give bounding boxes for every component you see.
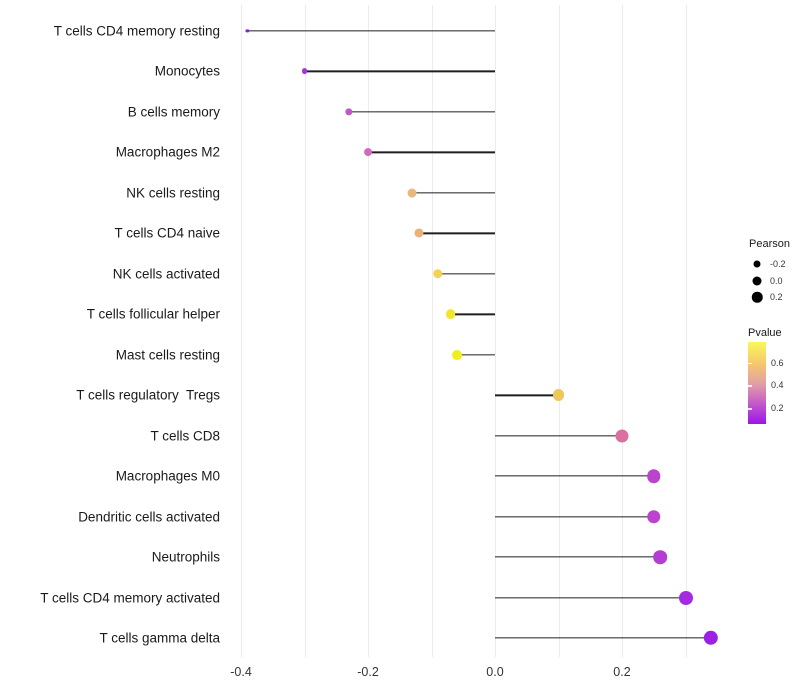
lollipop-stem	[495, 475, 654, 477]
lollipop-stem	[495, 394, 559, 396]
lollipop-dot	[646, 509, 661, 524]
color-legend-title: Pvalue	[748, 327, 782, 339]
lollipop-stem	[495, 556, 661, 558]
row-label: Dendritic cells activated	[78, 508, 220, 524]
row-label: T cells CD4 memory resting	[53, 23, 220, 39]
lollipop-dot	[653, 550, 667, 564]
lollipop-dot	[703, 630, 719, 646]
size-legend-dot	[751, 291, 763, 303]
lollipop-dot	[345, 108, 353, 116]
gridline	[241, 5, 242, 657]
lollipop-dot	[678, 590, 693, 605]
row-label: NK cells resting	[126, 185, 220, 201]
lollipop-stem	[456, 354, 495, 356]
row-label: T cells CD4 memory activated	[40, 589, 220, 605]
gridline	[368, 5, 369, 657]
size-legend-dot	[752, 276, 762, 286]
row-label: T cells follicular helper	[86, 306, 220, 322]
lollipop-stem	[495, 596, 686, 599]
pvalue-colorbar	[748, 342, 766, 424]
row-label: NK cells activated	[112, 266, 220, 282]
lollipop-stem	[368, 151, 495, 154]
lollipop-stem	[450, 313, 495, 315]
row-label: T cells CD4 naive	[114, 225, 220, 241]
size-legend-label: 0.2	[770, 292, 783, 302]
gridline	[622, 5, 623, 657]
row-label: B cells memory	[127, 104, 220, 120]
lollipop-stem	[437, 273, 495, 275]
size-legend-label: -0.2	[770, 259, 786, 269]
row-label: Mast cells resting	[115, 347, 220, 362]
x-tick-label: -0.2	[357, 665, 379, 679]
size-legend-label: 0.0	[770, 276, 783, 286]
row-label: Macrophages M0	[115, 468, 220, 484]
lollipop-stem	[247, 30, 495, 32]
colorbar-tick	[748, 362, 752, 364]
gridline	[431, 5, 433, 657]
lollipop-dot	[445, 309, 456, 320]
size-legend-dot	[753, 260, 761, 268]
row-label: Monocytes	[154, 63, 220, 79]
gridline	[685, 5, 687, 657]
colorbar-label: 0.2	[771, 403, 784, 414]
lollipop-dot	[552, 389, 565, 402]
colorbar-label: 0.4	[771, 380, 784, 391]
x-tick-label: -0.4	[230, 665, 252, 679]
lollipop-dot	[646, 469, 661, 483]
lollipop-stem	[418, 232, 495, 234]
lollipop-dot	[245, 29, 249, 33]
row-label: T cells CD8	[150, 427, 220, 443]
gridline	[304, 5, 306, 657]
row-label: Neutrophils	[151, 549, 220, 565]
x-tick-label: 0.0	[486, 665, 504, 679]
row-label: T cells gamma delta	[99, 630, 220, 646]
row-label: T cells regulatory Tregs	[76, 387, 220, 403]
lollipop-stem	[495, 515, 654, 518]
lollipop-stem	[348, 111, 495, 113]
gridline	[558, 5, 560, 657]
lollipop-stem	[412, 192, 495, 194]
lollipop-dot	[407, 188, 417, 198]
colorbar-tick	[748, 408, 752, 410]
row-label: Macrophages M2	[115, 144, 220, 160]
lollipop-dot	[451, 349, 462, 360]
colorbar-label: 0.6	[771, 357, 784, 368]
x-tick-label: 0.2	[613, 665, 631, 679]
lollipop-dot	[414, 228, 424, 238]
lollipop-dot	[364, 148, 372, 157]
lollipop-stem	[495, 435, 622, 437]
lollipop-stem	[495, 637, 711, 639]
size-legend-title: Pearson	[749, 238, 790, 250]
gridline	[495, 5, 496, 657]
lollipop-stem	[304, 70, 495, 73]
lollipop-dot	[433, 269, 443, 279]
lollipop-dot	[615, 429, 629, 443]
lollipop-dot	[301, 68, 308, 75]
colorbar-tick	[748, 385, 752, 387]
